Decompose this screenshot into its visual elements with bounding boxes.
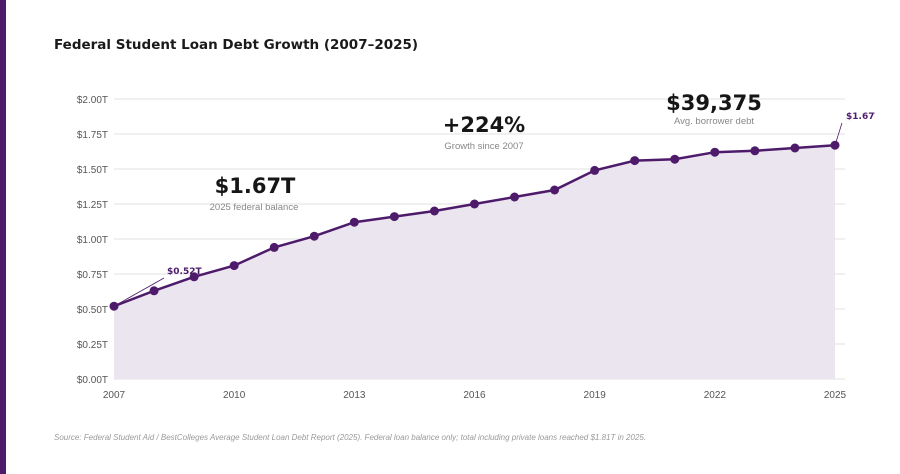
point-label: $1.67T — [846, 112, 875, 122]
data-point — [389, 212, 399, 222]
y-tick-label: $1.75T — [77, 130, 108, 141]
area-fill — [114, 145, 835, 379]
source-note: Source: Federal Student Aid / BestColleg… — [54, 433, 647, 442]
chart: $0.00T $0.25T $0.50T $0.75T $1.00T $1.25T $1.5… — [77, 91, 875, 401]
data-point — [229, 261, 239, 271]
y-tick-label: $1.00T — [77, 235, 108, 246]
callout-caption: Avg. borrower debt — [674, 116, 754, 127]
y-tick-label: $0.25T — [77, 340, 108, 351]
x-tick-label: 2025 — [824, 390, 847, 401]
x-tick-label: 2010 — [223, 390, 246, 401]
data-point — [349, 217, 359, 227]
label-leader — [834, 122, 843, 146]
data-point — [429, 206, 439, 216]
x-tick-label: 2022 — [704, 390, 727, 401]
y-tick-label: $2.00T — [77, 95, 108, 106]
x-tick-label: 2019 — [584, 390, 607, 401]
x-tick-label: 2013 — [343, 390, 366, 401]
callout-caption: 2025 federal balance — [210, 202, 299, 213]
y-tick-label: $0.75T — [77, 270, 108, 281]
callout-caption: Growth since 2007 — [444, 141, 523, 152]
chart-title: Federal Student Loan Debt Growth (2007–2… — [54, 37, 419, 53]
data-point — [309, 231, 319, 241]
data-point — [750, 146, 760, 156]
data-point — [189, 272, 199, 282]
data-point — [269, 242, 279, 252]
data-point — [630, 156, 640, 166]
data-point — [710, 147, 720, 157]
data-point — [470, 199, 479, 209]
y-tick-label: $0.50T — [77, 305, 108, 316]
x-tick-label: 2016 — [463, 390, 486, 401]
callout-value: $1.67T — [215, 174, 296, 198]
label-leader — [113, 277, 165, 307]
x-tick-label: 2007 — [103, 390, 126, 401]
data-point — [790, 143, 800, 153]
data-point — [670, 154, 680, 164]
y-tick-label: $1.50T — [77, 165, 108, 176]
y-tick-label: $0.00T — [77, 375, 108, 386]
point-label: $0.52T — [167, 267, 202, 277]
callout-value: $39,375 — [666, 91, 762, 115]
accent-bar — [0, 0, 6, 474]
callout-value: +224% — [443, 113, 525, 137]
data-point — [510, 192, 520, 202]
data-point — [590, 165, 600, 175]
data-point — [550, 185, 560, 195]
data-point — [149, 286, 159, 296]
y-tick-label: $1.25T — [77, 200, 108, 211]
